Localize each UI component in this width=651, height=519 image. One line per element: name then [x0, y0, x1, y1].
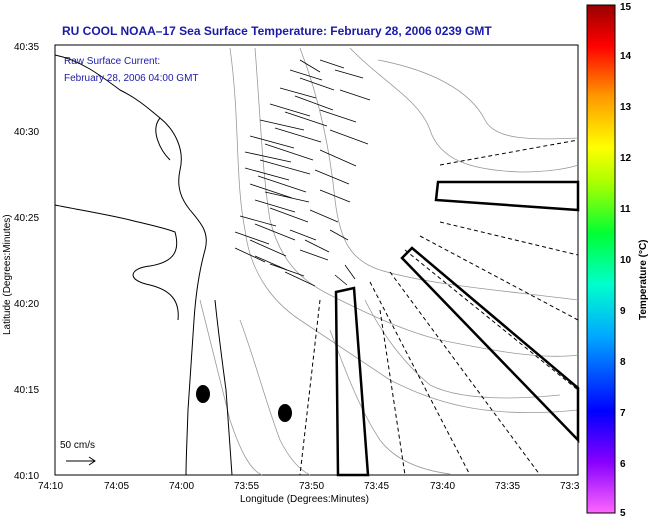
y-tick-label: 40:20: [14, 299, 39, 310]
x-axis: 74:10 74:05 74:00 73:55 73:50 73:45 73:4…: [38, 481, 580, 492]
surface-current-vectors: [234, 59, 371, 287]
x-tick-label: 74:00: [169, 481, 194, 492]
overlay-date: February 28, 2006 04:00 GMT: [64, 73, 199, 84]
x-tick-label: 73:55: [234, 481, 259, 492]
colorbar-tick: 6: [620, 459, 626, 470]
x-axis-label: Longitude (Degrees:Minutes): [240, 494, 369, 505]
y-axis-label: Latitude (Degrees:Minutes): [2, 214, 13, 335]
colorbar: 5 6 7 8 9 10 11 12 13 14 15 Temperature …: [586, 2, 649, 519]
y-axis: 40:10 40:15 40:20 40:25 40:30 40:35: [14, 42, 39, 482]
x-tick-label: 74:05: [104, 481, 129, 492]
colorbar-tick: 5: [620, 508, 626, 519]
x-tick-label: 74:10: [38, 481, 63, 492]
radar-boxes: [334, 180, 580, 477]
x-tick-label: 73:50: [299, 481, 324, 492]
colorbar-label: Temperature (°C): [638, 240, 649, 321]
y-tick-label: 40:10: [14, 471, 39, 482]
radar-beams: [299, 139, 579, 476]
bathymetry-contours: [199, 47, 579, 476]
figure-title: RU COOL NOAA–17 Sea Surface Temperature:…: [62, 24, 492, 38]
map-frame: [54, 44, 579, 476]
colorbar-gradient: [586, 4, 616, 514]
colorbar-tick: 14: [620, 51, 632, 62]
scale-label: 50 cm/s: [60, 440, 95, 451]
colorbar-tick: 10: [620, 255, 632, 266]
y-tick-label: 40:15: [14, 385, 39, 396]
map-area: Raw Surface Current: February 28, 2006 0…: [54, 44, 580, 477]
overlay-label: Raw Surface Current:: [64, 56, 160, 67]
radar-site-marker: [278, 404, 292, 422]
colorbar-tick: 8: [620, 357, 626, 368]
scale-arrow: [66, 456, 96, 466]
colorbar-tick: 12: [620, 153, 632, 164]
colorbar-tick: 15: [620, 2, 632, 13]
x-tick-label: 73:35: [495, 481, 520, 492]
y-tick-label: 40:35: [14, 42, 39, 53]
colorbar-tick: 9: [620, 306, 626, 317]
x-tick-label: 73:40: [430, 481, 455, 492]
colorbar-tick: 11: [620, 204, 631, 215]
colorbar-tick: 7: [620, 408, 626, 419]
colorbar-tick: 13: [620, 102, 632, 113]
coastline: [54, 54, 233, 476]
x-tick-label: 73:45: [364, 481, 389, 492]
radar-site-marker: [196, 385, 210, 403]
x-tick-label: 73:3: [560, 481, 580, 492]
y-tick-label: 40:30: [14, 127, 39, 138]
y-tick-label: 40:25: [14, 213, 39, 224]
